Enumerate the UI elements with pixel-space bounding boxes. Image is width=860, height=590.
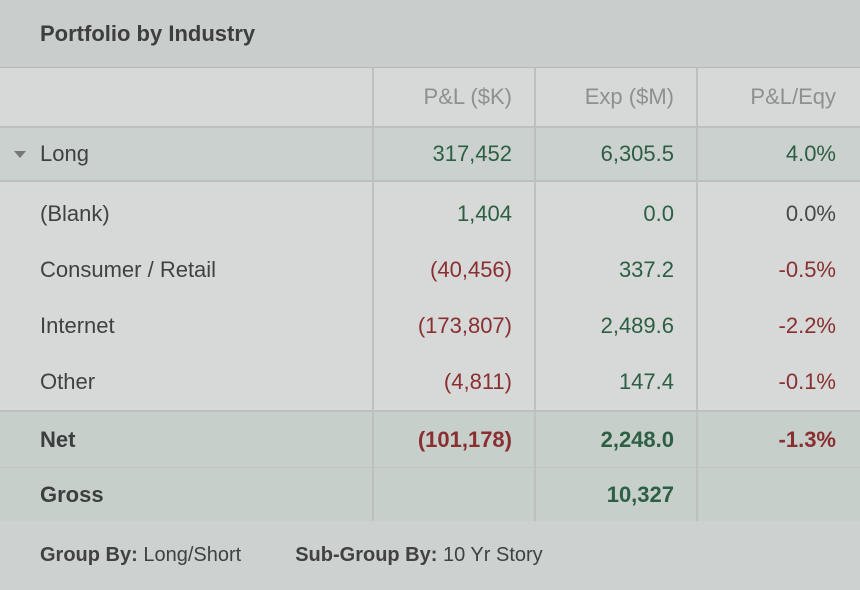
row-label: Internet xyxy=(0,298,374,354)
row-exp: 0.0 xyxy=(535,181,698,242)
net-label: Net xyxy=(0,410,374,468)
collapse-caret-icon[interactable] xyxy=(14,151,26,158)
subgroup-by-key: Sub-Group By: xyxy=(295,544,438,566)
gross-total-row: Gross 10,327 xyxy=(0,467,860,523)
panel-footer: Group By: Long/Short Sub-Group By: 10 Yr… xyxy=(0,521,860,590)
net-exp: 2,248.0 xyxy=(535,410,698,468)
panel-header: Portfolio by Industry xyxy=(0,0,860,68)
panel-title: Portfolio by Industry xyxy=(40,20,256,46)
subgroup-by-value: 10 Yr Story xyxy=(442,544,543,566)
net-pl: (101,178) xyxy=(373,410,536,468)
row-exp: 337.2 xyxy=(535,242,698,298)
gross-pl-empty xyxy=(373,467,536,523)
group-exp: 6,305.5 xyxy=(535,127,698,182)
row-pl: (173,807) xyxy=(373,298,536,354)
row-pl: (40,456) xyxy=(373,242,536,298)
column-header-pleqy[interactable]: P&L/Eqy xyxy=(697,68,860,128)
row-exp: 147.4 xyxy=(535,354,698,411)
row-label: (Blank) xyxy=(0,181,374,242)
group-by-key: Group By: xyxy=(40,544,138,566)
row-label: Other xyxy=(0,354,374,411)
gross-exp: 10,327 xyxy=(535,467,698,523)
row-pleqy: 0.0% xyxy=(697,181,860,242)
row-pl: 1,404 xyxy=(373,181,536,242)
row-exp: 2,489.6 xyxy=(535,298,698,354)
table-header-row: P&L ($K) Exp ($M) P&L/Eqy xyxy=(0,68,860,128)
row-pleqy: -0.1% xyxy=(697,354,860,411)
group-by-setting[interactable]: Group By: Long/Short xyxy=(40,544,241,567)
row-pl: (4,811) xyxy=(373,354,536,411)
gross-pleqy-empty xyxy=(697,467,860,523)
table-row[interactable]: Other (4,811) 147.4 -0.1% xyxy=(0,354,860,411)
table-row[interactable]: (Blank) 1,404 0.0 0.0% xyxy=(0,181,860,242)
row-pleqy: -0.5% xyxy=(697,242,860,298)
gross-label: Gross xyxy=(0,467,374,523)
table-row[interactable]: Consumer / Retail (40,456) 337.2 -0.5% xyxy=(0,242,860,298)
group-row-long[interactable]: Long 317,452 6,305.5 4.0% xyxy=(0,127,860,182)
group-label: Long xyxy=(40,141,89,166)
net-total-row: Net (101,178) 2,248.0 -1.3% xyxy=(0,410,860,468)
row-pleqy: -2.2% xyxy=(697,298,860,354)
industry-table: P&L ($K) Exp ($M) P&L/Eqy Long 317,452 6… xyxy=(0,68,860,523)
group-pl: 317,452 xyxy=(373,127,536,182)
column-header-exp[interactable]: Exp ($M) xyxy=(535,68,698,128)
column-header-pl[interactable]: P&L ($K) xyxy=(373,68,536,128)
group-label-cell[interactable]: Long xyxy=(0,127,374,182)
subgroup-by-setting[interactable]: Sub-Group By: 10 Yr Story xyxy=(295,544,542,567)
row-label: Consumer / Retail xyxy=(0,242,374,298)
table-row[interactable]: Internet (173,807) 2,489.6 -2.2% xyxy=(0,298,860,354)
header-label-spacer xyxy=(0,68,374,128)
group-pleqy: 4.0% xyxy=(697,127,860,182)
net-pleqy: -1.3% xyxy=(697,410,860,468)
group-by-value: Long/Short xyxy=(143,544,242,566)
